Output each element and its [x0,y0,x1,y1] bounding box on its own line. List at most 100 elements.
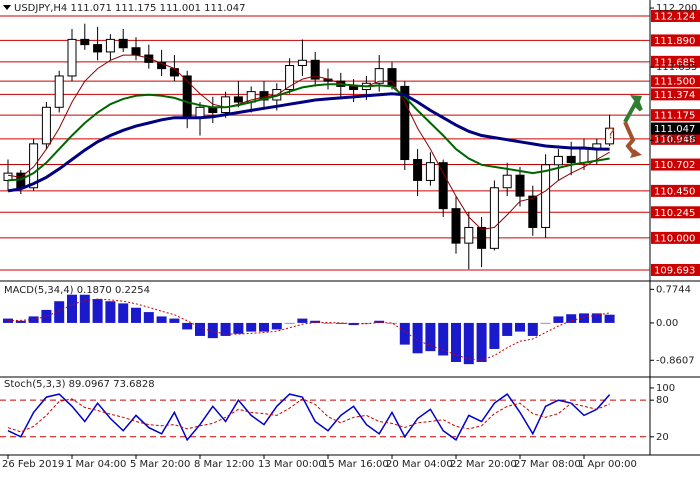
x-tick-label: 27 Mar 08:00 [514,459,581,470]
x-tick-label: 8 Mar 12:00 [194,459,254,470]
y-tick-label: 0.7744 [656,284,691,295]
y-tick-label: 100 [656,383,675,394]
main-reading: 89.0967 [69,379,110,390]
macd-bar [579,313,589,323]
symbol-menu-icon [3,5,11,10]
candle-body [182,75,192,119]
signal-reading: 73.6828 [113,379,154,390]
macd-bar [297,318,308,323]
level-label-box [651,184,700,197]
open-reading: 111.071 [70,3,111,14]
macd-bar [412,322,423,354]
macd-bar [502,322,513,336]
macd-bar [92,299,103,323]
stoch-signal [7,398,610,433]
close-reading: 111.047 [204,3,245,14]
macd-bar [438,322,449,356]
candle-body [41,106,51,145]
candle-body [131,47,141,56]
moving-average [7,54,610,231]
candle-body [221,96,231,114]
level-label: 111.500 [654,77,695,88]
level-label: 111.175 [654,111,695,122]
candle-body [310,59,320,80]
current-price-box [651,122,700,135]
macd-header: MACD(5,34,4) 0.1870 0.2254 [4,285,150,296]
macd-bar [207,322,218,339]
candle-body [169,68,179,77]
level-label: 111.685 [654,57,695,68]
plot-layer: 112.124 111.890 111.685 111.500 111.374 111.1… [0,3,700,470]
level-label: 110.000 [654,233,695,244]
candle-body [80,38,90,46]
level-label-box [651,132,700,145]
y-tick-label: 112.200 [656,3,697,14]
candle-body [233,96,243,103]
y-tick-label: 110.935 [656,135,697,146]
y-tick-label: 20 [656,432,669,443]
macd-bar [246,322,257,332]
macd-bar [527,322,538,336]
level-label: 110.702 [654,160,695,171]
x-tick-label: 22 Mar 20:00 [450,459,517,470]
signal-reading: 0.2254 [115,285,150,296]
moving-average [7,92,610,193]
macd-bar [374,320,385,323]
x-tick-label: 1 Apr 00:00 [578,459,637,470]
candle-body [541,164,551,228]
y-tick-label: 80 [656,395,669,406]
macd-bar [387,322,397,324]
candle-body [400,85,410,161]
macd-bar [451,322,461,362]
macd-bar [604,314,615,323]
candle-body [605,127,615,145]
macd-bar [310,320,321,323]
macd-bar [105,301,116,323]
x-tick-label: 1 Mar 04:00 [66,459,126,470]
macd-bar [233,322,244,334]
macd-bar [335,322,346,324]
level-label-box [651,9,700,22]
macd-bar [79,294,90,323]
candle-body [285,65,295,91]
chart-header: USDJPY,H4 111.071 111.175 111.001 111.04… [14,3,245,14]
indicator-name: Stoch(5,3,3) [4,379,66,390]
macd-signal [7,298,610,361]
macd-bar [425,322,436,352]
macd-bar [15,320,26,323]
x-tick-label: 20 Mar 04:00 [386,459,453,470]
x-tick-label: 15 Mar 16:00 [322,459,389,470]
candle-body [29,143,39,189]
candle-body [438,162,448,210]
macd-bar [566,314,577,323]
macd-bar [41,309,52,323]
question-mark: ? [607,125,615,143]
macd-bar [169,318,180,323]
y-tick-label: 111.635 [656,62,697,73]
macd-bar [67,294,77,323]
macd-bar [463,322,474,365]
moving-average [7,83,610,182]
level-label: 111.890 [654,36,695,47]
macd-bar [182,322,193,330]
current-price-label: 111.047 [654,124,695,135]
level-label-box [651,109,700,122]
candle-body [67,38,77,77]
macd-bar [489,322,500,349]
candle-body [297,59,307,67]
macd-bar [131,307,141,323]
up-arrowhead [630,95,642,106]
down-arrow [623,121,638,158]
candle-body [118,38,128,49]
high-reading: 111.175 [115,3,156,14]
stoch-header: Stoch(5,3,3) 89.0967 73.6828 [4,379,155,390]
candle-body [553,155,563,166]
level-label-box [651,34,700,47]
candle-body [477,226,487,249]
macd-bar [220,322,231,336]
level-label: 110.245 [654,208,695,219]
macd-bar [399,322,410,345]
